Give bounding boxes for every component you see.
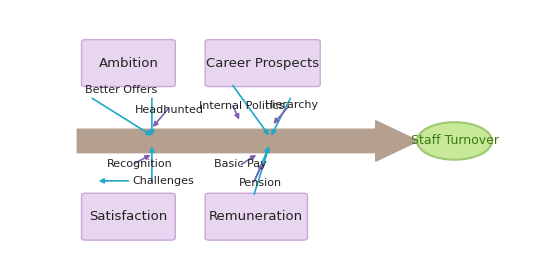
Text: Staff Turnover: Staff Turnover <box>410 134 498 147</box>
Text: Remuneration: Remuneration <box>209 210 304 223</box>
Ellipse shape <box>417 122 492 160</box>
Text: Ambition: Ambition <box>98 57 158 70</box>
Text: Challenges: Challenges <box>133 176 195 186</box>
Text: Recognition: Recognition <box>107 159 173 170</box>
Text: Career Prospects: Career Prospects <box>206 57 319 70</box>
Text: Better Offers: Better Offers <box>85 85 157 95</box>
FancyBboxPatch shape <box>205 193 307 240</box>
Text: Satisfaction: Satisfaction <box>89 210 168 223</box>
Text: Hierarchy: Hierarchy <box>265 100 319 110</box>
FancyBboxPatch shape <box>205 40 320 86</box>
Polygon shape <box>77 121 418 161</box>
FancyBboxPatch shape <box>81 40 175 86</box>
Text: Internal Politics: Internal Politics <box>199 101 284 111</box>
Text: Pension: Pension <box>239 178 282 188</box>
Text: Basic Pay: Basic Pay <box>213 159 266 170</box>
Text: Headhunted: Headhunted <box>135 105 204 115</box>
FancyBboxPatch shape <box>81 193 175 240</box>
